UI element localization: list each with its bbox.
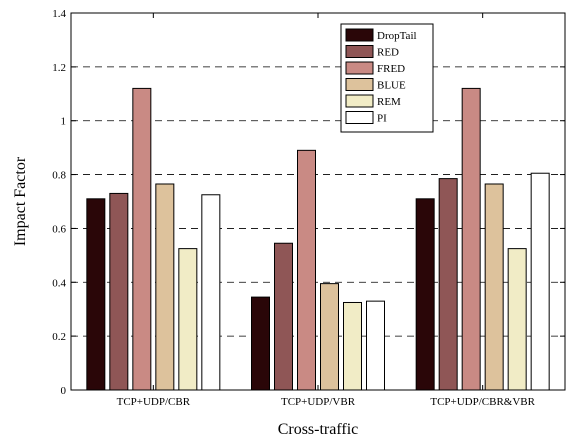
axes: 0 0.2 0.4 0.6 0.8 1 1.2 1.4 TCP+UDP/CBR TCP+UDP/V… [52, 8, 565, 408]
legend-label-droptail: DropTail [377, 30, 417, 42]
y-tick-label: 0.6 [52, 223, 66, 235]
y-tick-label: 0.2 [52, 331, 66, 343]
x-tick-label: TCP+UDP/CBR&VBR [430, 396, 535, 408]
y-tick-label: 1.4 [52, 8, 66, 20]
legend-swatch-fred [345, 61, 374, 75]
legend: DropTail RED FRED BLUE REM PI [340, 23, 434, 133]
bar-red-3 [438, 178, 458, 391]
bars [86, 87, 550, 391]
y-tick-label: 1.2 [52, 62, 66, 74]
legend-swatch-pi [345, 111, 374, 124]
bar-droptail-3 [415, 198, 435, 391]
y-tick-label: 0.4 [52, 277, 66, 289]
legend-swatch-droptail [345, 28, 374, 42]
bar-rem-2 [343, 301, 362, 391]
x-tick-label: TCP+UDP/CBR [117, 396, 191, 408]
y-tick-label: 0 [61, 385, 67, 397]
bar-pi-3 [530, 172, 550, 391]
legend-label-pi: PI [377, 113, 387, 125]
legend-swatch-blue [345, 78, 374, 91]
y-tick-label: 0.8 [52, 170, 66, 182]
legend-label-fred: FRED [377, 63, 405, 75]
legend-swatch-red [345, 45, 374, 58]
x-axis-title: Cross-traffic [278, 421, 359, 438]
gridlines [71, 66, 565, 337]
bar-fred-1 [132, 87, 152, 391]
legend-swatch-rem [345, 94, 374, 108]
bar-fred-2 [297, 149, 316, 391]
bar-pi-2 [366, 300, 385, 391]
y-axis-title: Impact Factor [12, 156, 29, 246]
bar-pi-1 [201, 194, 221, 391]
legend-label-blue: BLUE [377, 80, 406, 92]
x-tick-label: TCP+UDP/VBR [281, 396, 356, 408]
bar-rem-1 [178, 248, 198, 391]
bar-fred-3 [461, 87, 481, 391]
legend-label-red: RED [377, 47, 399, 59]
bar-red-2 [274, 242, 293, 391]
legend-label-rem: REM [377, 96, 401, 108]
bar-blue-1 [155, 183, 175, 391]
y-tick-label: 1 [61, 116, 67, 128]
bar-droptail-2 [251, 296, 270, 391]
bar-blue-2 [320, 283, 339, 391]
bar-rem-3 [507, 248, 527, 391]
bar-blue-3 [484, 183, 504, 391]
bar-red-1 [109, 192, 129, 391]
bar-droptail-1 [86, 198, 106, 391]
